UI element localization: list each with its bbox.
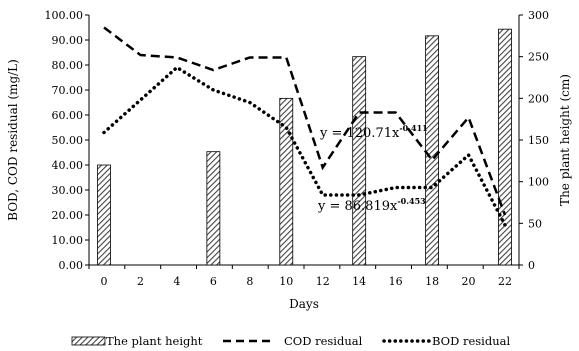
right-tick-label: 300 — [528, 9, 549, 22]
x-tick-label: 10 — [279, 275, 293, 288]
left-tick-label: 100.00 — [45, 9, 84, 22]
x-tick-label: 20 — [462, 275, 476, 288]
legend-swatch-bar — [71, 336, 106, 346]
right-tick-label: 100 — [528, 176, 549, 189]
legend-item-bod: BOD residual — [382, 334, 510, 348]
annotation-bod-base: y = 86.819x — [317, 199, 398, 214]
line-cod-residual — [103, 26, 507, 216]
bar-plant-height — [97, 164, 111, 266]
x-axis-title: Days — [289, 297, 319, 311]
annotation-bod-equation: y = 86.819x-0.453 — [317, 196, 426, 214]
legend-label-plant-height: The plant height — [106, 334, 203, 348]
left-tick-label: 10.00 — [52, 234, 84, 247]
x-tick-label: 16 — [389, 275, 403, 288]
right-tick-label: 200 — [528, 92, 549, 105]
left-tick-label: 30.00 — [52, 184, 84, 197]
left-tick-label: 0.00 — [59, 259, 84, 272]
x-tick-label: 18 — [425, 275, 439, 288]
x-tick-label: 14 — [352, 275, 366, 288]
annotation-cod-exp: -0.411 — [399, 123, 427, 133]
right-tick-label: 250 — [528, 51, 549, 64]
bar-series-plant-height — [97, 28, 512, 266]
left-tick-label: 50.00 — [52, 134, 84, 147]
right-tick-label: 50 — [528, 217, 542, 230]
x-tick-label: 2 — [137, 275, 144, 288]
left-tick-label: 70.00 — [52, 84, 84, 97]
annotation-bod-exp: -0.453 — [397, 196, 426, 206]
left-tick-label: 90.00 — [52, 34, 84, 47]
annotation-cod-base: y = 120.71x — [319, 126, 400, 141]
left-axis-ticks: 0.00 10.00 20.00 30.00 40.00 50.00 60.00 70.00 8… — [45, 9, 89, 272]
x-tick-label: 8 — [246, 275, 253, 288]
left-tick-label: 20.00 — [52, 209, 84, 222]
x-tick-label: 0 — [101, 275, 108, 288]
legend-label-cod: COD residual — [284, 334, 363, 348]
x-tick-label: 6 — [210, 275, 217, 288]
y-axis-right-title: The plant height (cm) — [558, 74, 572, 206]
legend-item-cod: COD residual — [223, 334, 363, 348]
bar-plant-height — [498, 28, 512, 266]
right-tick-label: 0 — [528, 259, 535, 272]
left-tick-label: 60.00 — [52, 109, 84, 122]
bar-plant-height — [352, 56, 367, 266]
left-tick-label: 80.00 — [52, 59, 84, 72]
x-tick-label: 12 — [316, 275, 330, 288]
right-tick-label: 150 — [528, 134, 549, 147]
legend-item-plant-height: The plant height — [71, 334, 203, 348]
x-tick-label: 4 — [173, 275, 180, 288]
right-axis-ticks: 0 50 100 150 200 250 300 — [519, 9, 549, 272]
bar-plant-height — [425, 35, 439, 266]
y-axis-left-title: BOD, COD residual (mg/L) — [6, 59, 20, 221]
annotation-cod-equation: y = 120.71x-0.411 — [319, 123, 428, 141]
plot-area — [88, 15, 520, 266]
bar-plant-height — [206, 151, 221, 266]
legend-label-bod: BOD residual — [432, 334, 510, 348]
x-axis-ticks: 0 2 4 6 8 10 12 14 16 18 20 22 — [88, 265, 520, 288]
left-tick-label: 40.00 — [52, 159, 84, 172]
bar-plant-height — [279, 97, 294, 266]
legend: The plant height COD residual BOD residu… — [71, 334, 510, 348]
x-tick-label: 22 — [498, 275, 512, 288]
line-series-group — [102, 26, 507, 227]
line-bod-residual — [102, 65, 507, 227]
